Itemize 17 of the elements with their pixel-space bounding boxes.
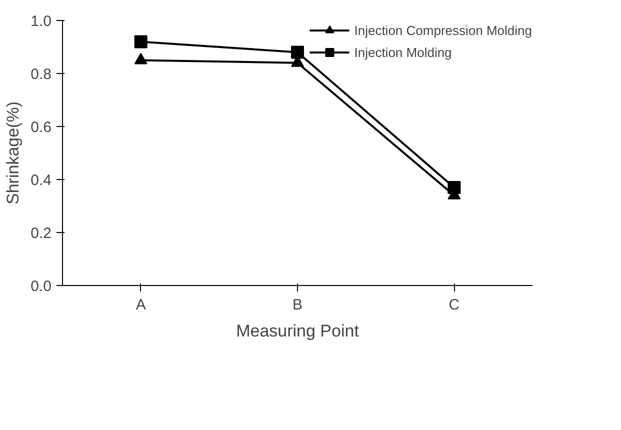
legend-label: Injection Compression Molding <box>354 22 532 38</box>
y-axis-title: Shrinkage(%) <box>4 101 23 204</box>
y-tick-label: 0.0 <box>30 278 52 295</box>
point <box>291 46 304 59</box>
y-tick-label: 1.0 <box>30 13 52 30</box>
point <box>134 35 148 48</box>
x-tick-label: B <box>292 296 303 314</box>
x-axis-title: Measuring Point <box>236 322 360 340</box>
y-tick-label: 0.4 <box>30 172 52 189</box>
point <box>448 180 461 194</box>
x-tick-label: A <box>136 296 146 314</box>
point <box>134 52 148 64</box>
y-tick-label: 0.2 <box>30 225 52 242</box>
legend-label: Injection Molding <box>354 44 452 60</box>
y-tick-label: 0.8 <box>30 66 52 83</box>
x-tick-label: C <box>448 296 460 314</box>
y-tick-label: 0.6 <box>30 119 52 136</box>
